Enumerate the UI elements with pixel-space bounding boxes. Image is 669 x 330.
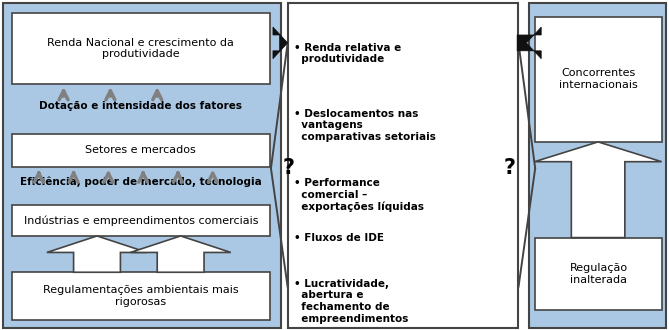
Polygon shape <box>273 27 288 59</box>
FancyBboxPatch shape <box>12 134 270 167</box>
FancyBboxPatch shape <box>535 16 662 142</box>
Text: Eficiência, poder de mercado, tecnologia: Eficiência, poder de mercado, tecnologia <box>19 176 262 187</box>
Text: ?: ? <box>504 158 516 178</box>
Polygon shape <box>47 236 147 272</box>
FancyBboxPatch shape <box>535 238 662 310</box>
FancyBboxPatch shape <box>288 3 518 328</box>
Text: Renda Nacional e crescimento da
produtividade: Renda Nacional e crescimento da produtiv… <box>47 38 234 59</box>
Text: • Lucratividade,
  abertura e
  fechamento de
  empreendimentos: • Lucratividade, abertura e fechamento d… <box>294 279 409 324</box>
Text: Regulamentações ambientais mais
rigorosas: Regulamentações ambientais mais rigorosa… <box>43 285 239 307</box>
FancyBboxPatch shape <box>12 205 270 236</box>
Text: Indústrias e empreendimentos comerciais: Indústrias e empreendimentos comerciais <box>23 215 258 225</box>
Polygon shape <box>535 142 662 238</box>
FancyBboxPatch shape <box>12 13 270 84</box>
Text: • Performance
  comercial –
  exportações líquidas: • Performance comercial – exportações lí… <box>294 178 424 212</box>
Text: • Fluxos de IDE: • Fluxos de IDE <box>294 233 385 243</box>
FancyBboxPatch shape <box>529 3 666 328</box>
Text: Setores e mercados: Setores e mercados <box>86 145 196 155</box>
Polygon shape <box>517 27 541 59</box>
Text: • Deslocamentos nas
  vantagens
  comparativas setoriais: • Deslocamentos nas vantagens comparativ… <box>294 109 436 142</box>
Polygon shape <box>130 236 231 272</box>
Text: • Renda relativa e
  produtividade: • Renda relativa e produtividade <box>294 43 401 64</box>
FancyBboxPatch shape <box>3 3 281 328</box>
Text: Dotação e intensidade dos fatores: Dotação e intensidade dos fatores <box>39 101 242 111</box>
Text: ?: ? <box>283 158 295 178</box>
Text: Regulação
inalterada: Regulação inalterada <box>570 263 628 285</box>
Text: Concorrentes
internacionais: Concorrentes internacionais <box>559 68 638 90</box>
FancyBboxPatch shape <box>12 272 270 320</box>
